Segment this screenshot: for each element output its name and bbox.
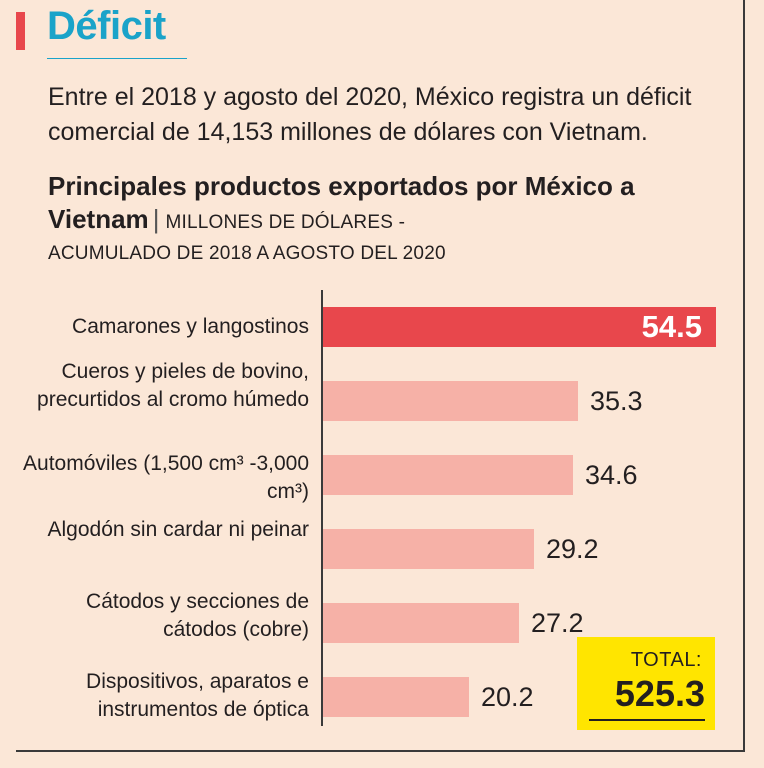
value-label: 27.2 (531, 608, 584, 638)
headline: Déficit (47, 4, 166, 48)
category-label: Cátodos y secciones de cátodos (cobre) (86, 590, 309, 641)
value-label: 34.6 (585, 460, 638, 490)
value-label: 35.3 (590, 386, 643, 416)
category-label: Automóviles (1,500 cm³ -3,000 cm³) (23, 452, 309, 503)
title-separator: | (152, 204, 160, 234)
accent-bar (16, 12, 25, 50)
chart-axis-line (321, 290, 323, 726)
category-label: Camarones y langostinos (72, 315, 309, 338)
bar (323, 455, 573, 495)
total-underline (589, 719, 705, 721)
total-box: TOTAL: 525.3 (577, 637, 715, 730)
category-label: Algodón sin cardar ni peinar (47, 518, 310, 541)
chart-subtitle-part1: MILLONES DE DÓLARES - (165, 212, 406, 233)
headline-underline (47, 58, 187, 59)
bar (323, 307, 716, 347)
bar (323, 677, 469, 717)
value-label: 20.2 (481, 682, 534, 712)
intro-text: Entre el 2018 y agosto del 2020, México … (48, 83, 692, 146)
value-label: 29.2 (546, 534, 599, 564)
frame-bottom-border (16, 750, 745, 752)
category-label: Dispositivos, aparatos e instrumentos de… (86, 670, 309, 721)
total-label: TOTAL: (630, 649, 702, 671)
total-value: 525.3 (614, 673, 705, 714)
chart-title-block: Principales productos exportados por Méx… (48, 170, 728, 269)
bar (323, 381, 578, 421)
bar (323, 603, 519, 643)
chart-title: Principales productos exportados por Méx… (48, 171, 635, 234)
chart-subtitle-part2: ACUMULADO DE 2018 A AGOSTO DEL 2020 (48, 243, 446, 264)
bar (323, 529, 534, 569)
frame-right-border (743, 0, 745, 752)
category-label: Cueros y pieles de bovino, precurtidos a… (37, 360, 309, 411)
value-label: 54.5 (641, 309, 702, 344)
